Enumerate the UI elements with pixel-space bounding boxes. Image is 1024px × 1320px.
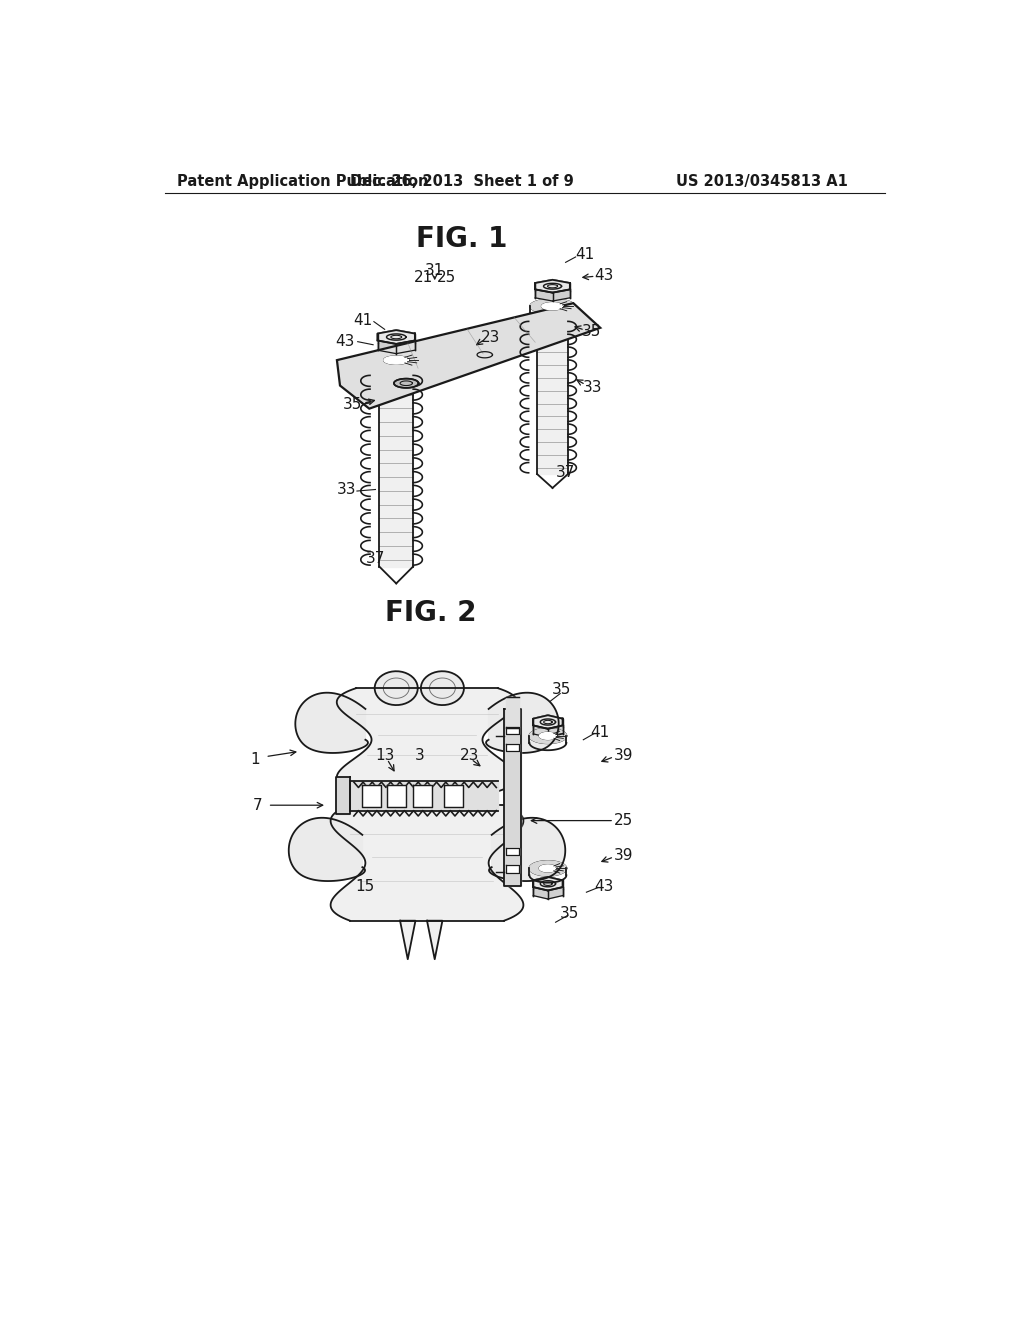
Text: 39: 39 — [613, 847, 633, 863]
Polygon shape — [486, 693, 559, 752]
Text: 35: 35 — [343, 397, 362, 412]
Polygon shape — [413, 785, 432, 807]
Text: FIG. 1: FIG. 1 — [416, 226, 507, 253]
Text: Patent Application Publication: Patent Application Publication — [177, 174, 428, 189]
Polygon shape — [396, 341, 415, 354]
Polygon shape — [506, 743, 518, 751]
Text: 9: 9 — [457, 797, 467, 813]
Text: Dec. 26, 2013  Sheet 1 of 9: Dec. 26, 2013 Sheet 1 of 9 — [350, 174, 573, 189]
Polygon shape — [379, 374, 413, 566]
Polygon shape — [536, 289, 553, 301]
Text: 25: 25 — [436, 271, 456, 285]
Text: 21: 21 — [414, 271, 433, 285]
Polygon shape — [506, 697, 518, 729]
Polygon shape — [378, 330, 415, 345]
Text: 43: 43 — [594, 879, 613, 894]
Text: 33: 33 — [337, 482, 356, 498]
Polygon shape — [534, 726, 548, 738]
Text: 35: 35 — [552, 682, 571, 697]
Polygon shape — [553, 289, 570, 301]
Polygon shape — [384, 356, 409, 364]
Text: FIG. 2: FIG. 2 — [385, 599, 476, 627]
Polygon shape — [372, 352, 421, 368]
Text: 37: 37 — [366, 552, 385, 566]
Text: 7: 7 — [253, 797, 262, 813]
Polygon shape — [504, 709, 521, 886]
Polygon shape — [530, 300, 574, 313]
Polygon shape — [538, 321, 568, 474]
Polygon shape — [337, 304, 600, 409]
Polygon shape — [331, 805, 523, 921]
Text: 23: 23 — [481, 330, 501, 345]
Polygon shape — [378, 341, 396, 354]
Polygon shape — [375, 672, 418, 705]
Text: 41: 41 — [575, 247, 595, 263]
Polygon shape — [534, 876, 562, 891]
Polygon shape — [506, 726, 518, 734]
Polygon shape — [542, 302, 563, 310]
Text: 23: 23 — [460, 747, 479, 763]
Polygon shape — [295, 693, 368, 752]
Polygon shape — [394, 379, 419, 388]
Text: 35: 35 — [582, 325, 601, 339]
Text: 43: 43 — [335, 334, 354, 350]
Polygon shape — [361, 785, 381, 807]
Text: 39: 39 — [613, 747, 633, 763]
Text: 25: 25 — [613, 813, 633, 828]
Polygon shape — [548, 726, 562, 738]
Polygon shape — [548, 887, 562, 899]
Text: 15: 15 — [355, 879, 375, 894]
Text: 35: 35 — [560, 906, 580, 920]
Polygon shape — [540, 733, 556, 739]
Polygon shape — [540, 865, 556, 871]
Polygon shape — [534, 715, 562, 729]
Polygon shape — [506, 847, 518, 855]
Text: 31: 31 — [425, 263, 444, 277]
Polygon shape — [336, 777, 350, 814]
Polygon shape — [444, 785, 463, 807]
Text: 33: 33 — [583, 380, 602, 396]
Polygon shape — [489, 818, 565, 880]
Polygon shape — [421, 672, 464, 705]
Text: 41: 41 — [591, 725, 610, 739]
Polygon shape — [350, 781, 498, 810]
Polygon shape — [529, 861, 566, 875]
Polygon shape — [529, 729, 566, 743]
Polygon shape — [337, 688, 517, 792]
Text: US 2013/0345813 A1: US 2013/0345813 A1 — [676, 174, 848, 189]
Polygon shape — [400, 921, 416, 960]
Text: 37: 37 — [556, 465, 575, 480]
Polygon shape — [534, 887, 548, 899]
Polygon shape — [427, 921, 442, 960]
Polygon shape — [536, 280, 570, 293]
Polygon shape — [506, 866, 518, 873]
Text: 41: 41 — [353, 313, 373, 327]
Polygon shape — [289, 818, 365, 880]
Text: 1: 1 — [251, 751, 260, 767]
Polygon shape — [387, 785, 407, 807]
Text: 3: 3 — [415, 747, 424, 763]
Text: 43: 43 — [594, 268, 613, 282]
Text: 13: 13 — [375, 747, 394, 763]
